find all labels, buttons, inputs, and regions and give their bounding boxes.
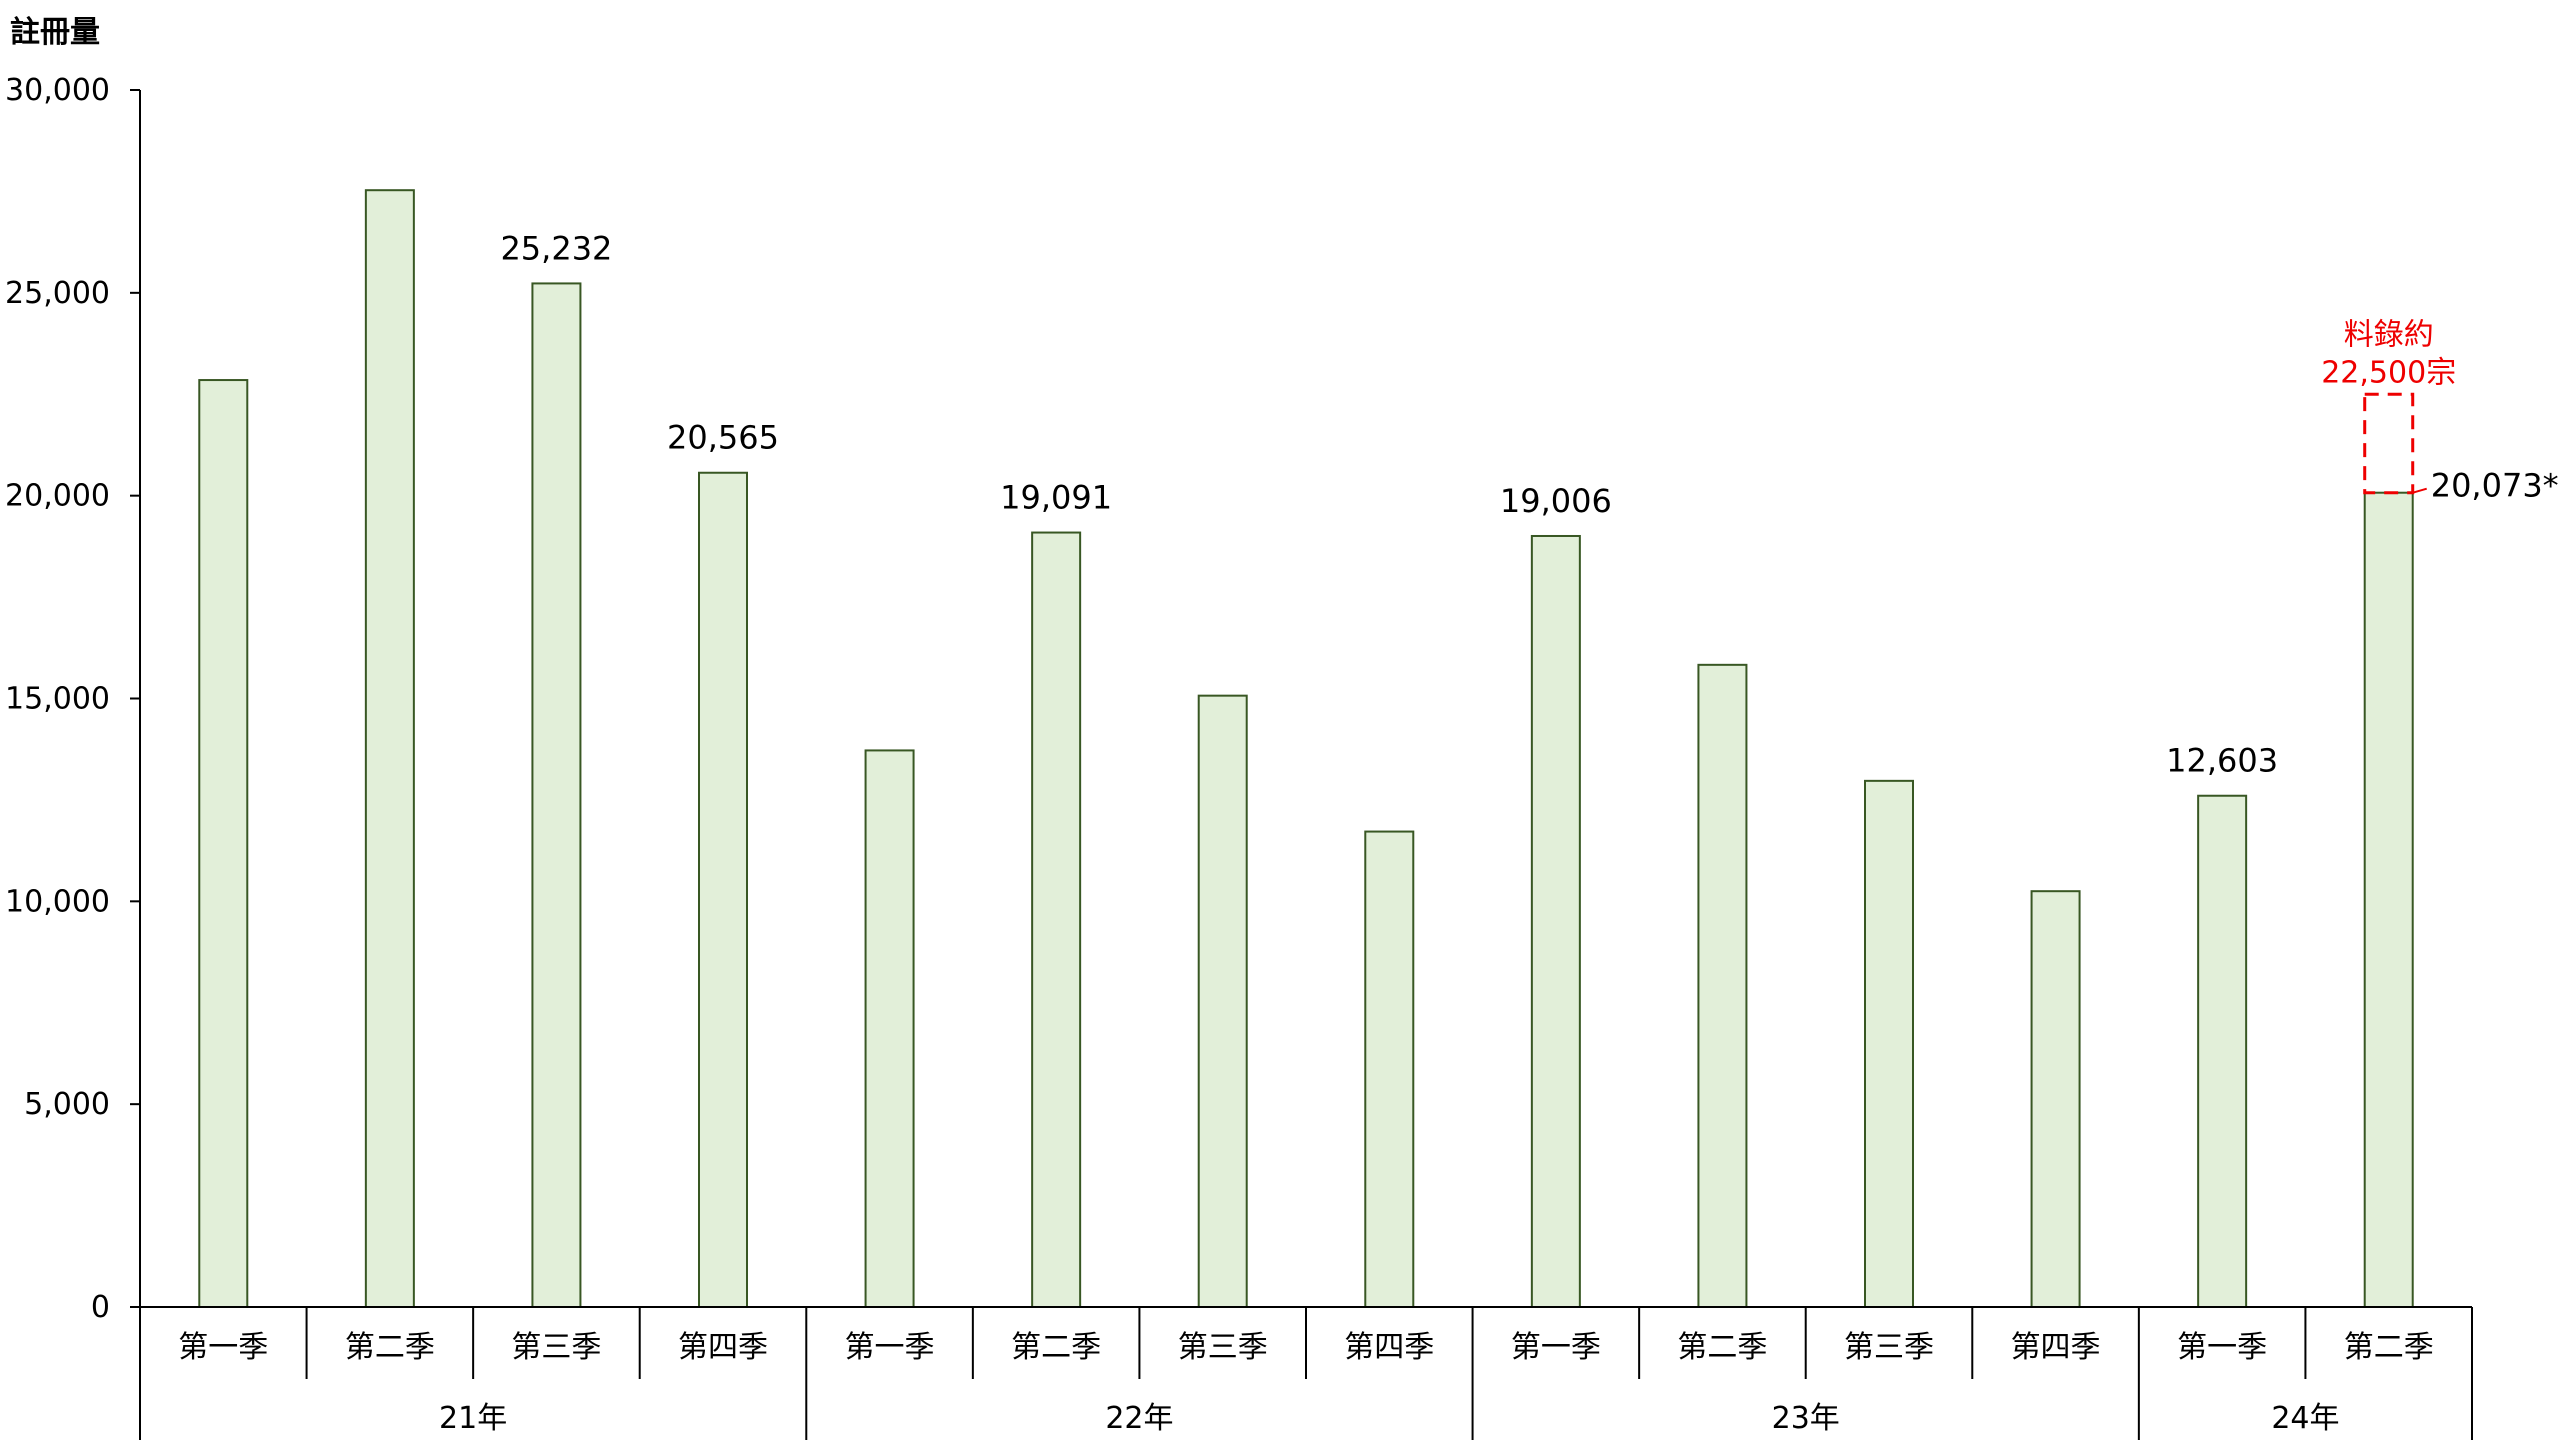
data-label: 25,232 (500, 229, 612, 267)
group-label: 21年 (439, 1401, 507, 1436)
y-tick-label: 5,000 (24, 1087, 110, 1122)
group-label: 23年 (1772, 1401, 1840, 1436)
bar (864, 749, 915, 1308)
x-axis: 第一季 第二季 第三季 第四季 第一季 第二季 第三季 第四季 第一季 第二季 第三季 第四季 第一季 第… (140, 1306, 2473, 1440)
category-label: 第四季 (1344, 1330, 1434, 1365)
data-label: 19,006 (1500, 482, 1612, 520)
projection-box (2363, 392, 2415, 495)
group-label: 22年 (1105, 1401, 1173, 1436)
category-label: 第一季 (845, 1330, 935, 1365)
category-label: 第三季 (511, 1330, 601, 1365)
category-label: 第三季 (1844, 1330, 1934, 1365)
bar (1031, 531, 1082, 1308)
bar (198, 379, 249, 1308)
group-label: 24年 (2271, 1401, 2339, 1436)
bar (2197, 794, 2248, 1308)
bar (1364, 830, 1415, 1308)
bar (531, 282, 582, 1308)
bars (198, 189, 2414, 1308)
y-tick-label: 25,000 (5, 276, 110, 311)
y-tick-label: 15,000 (5, 682, 110, 717)
data-label: 12,603 (2166, 742, 2278, 780)
bar (1197, 694, 1248, 1308)
bar (698, 471, 748, 1308)
data-label: 20,073* (2431, 467, 2559, 505)
category-label: 第一季 (178, 1330, 268, 1365)
projection-label-line1: 料錄約 (2344, 317, 2434, 352)
bar (2363, 491, 2414, 1308)
y-tick-label: 10,000 (5, 884, 110, 919)
bar (364, 189, 415, 1308)
y-axis: 0 5,000 10,000 15,000 20,000 25,000 30,000 (5, 73, 141, 1440)
y-tick-label: 0 (91, 1290, 110, 1325)
data-label: 20,565 (667, 419, 779, 457)
category-label: 第二季 (1011, 1330, 1101, 1365)
y-tick-label: 30,000 (5, 73, 110, 108)
category-label: 第二季 (1677, 1330, 1767, 1365)
category-label: 第一季 (2177, 1330, 2267, 1365)
projection-label-line2: 22,500宗 (2321, 355, 2456, 390)
category-label: 第二季 (345, 1330, 435, 1365)
bar (1697, 663, 1748, 1308)
projection-leader (2412, 487, 2427, 494)
category-label: 第四季 (678, 1330, 768, 1365)
y-axis-title: 註冊量 (10, 15, 100, 50)
bar (1864, 779, 1914, 1308)
category-label: 第一季 (1511, 1330, 1601, 1365)
data-label: 19,091 (1000, 479, 1112, 517)
category-label: 第三季 (1178, 1330, 1268, 1365)
y-tick-label: 20,000 (5, 479, 110, 514)
bar (2030, 890, 2081, 1308)
data-labels: 25,232 20,565 19,091 19,006 12,603 20,073* (500, 229, 2558, 779)
category-label: 第二季 (2344, 1330, 2434, 1365)
bar (1530, 534, 1581, 1308)
category-label: 第四季 (2011, 1330, 2101, 1365)
